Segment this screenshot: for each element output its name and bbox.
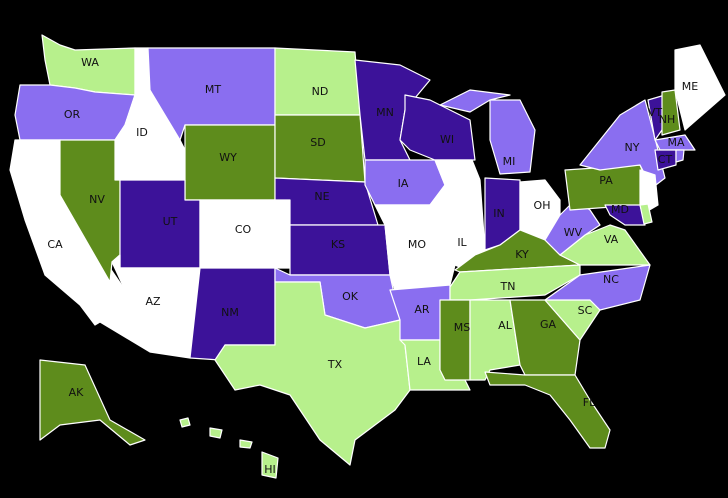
state-shape	[674, 44, 726, 131]
state-label: OH	[534, 199, 551, 212]
state-shape	[99, 254, 201, 359]
state-label: GA	[540, 318, 557, 331]
state-shape	[439, 299, 471, 381]
state-label: AZ	[145, 295, 161, 308]
state-shape	[654, 134, 696, 151]
state-label: CT	[658, 153, 673, 166]
state-label: MA	[667, 136, 684, 149]
state-shape	[274, 47, 361, 116]
state-de	[639, 203, 653, 225]
state-shape	[604, 204, 646, 226]
state-label: MN	[376, 106, 394, 119]
state-label: VA	[604, 233, 619, 246]
state-label: MD	[611, 203, 629, 216]
state-ri	[675, 149, 685, 163]
state-label: MT	[205, 83, 221, 96]
state-shape	[564, 164, 651, 211]
state-label: VT	[648, 106, 663, 119]
state-label: CA	[47, 238, 63, 251]
state-label: IL	[457, 236, 467, 249]
state-label: WV	[564, 226, 583, 239]
state-label: NM	[221, 306, 239, 319]
state-label: MI	[503, 155, 516, 168]
state-label: AK	[69, 386, 85, 399]
state-shape	[654, 149, 677, 171]
state-label: NY	[625, 141, 640, 154]
state-shape	[39, 359, 146, 446]
state-shape	[439, 89, 536, 175]
state-label: AL	[498, 319, 513, 332]
state-shape	[179, 417, 279, 479]
state-label: TN	[500, 280, 516, 293]
state-shape	[544, 199, 601, 256]
state-label: IA	[398, 177, 409, 190]
state-label: LA	[417, 355, 431, 368]
state-label: MS	[454, 321, 470, 334]
state-label: ID	[136, 126, 148, 139]
state-label: ME	[682, 80, 698, 93]
state-shape	[544, 264, 651, 311]
state-label: WI	[440, 133, 454, 146]
state-label: OK	[342, 290, 359, 303]
state-label: MO	[408, 238, 426, 251]
state-label: CO	[235, 223, 252, 236]
state-shape	[661, 89, 681, 136]
state-label: NE	[314, 190, 329, 203]
state-label: OR	[64, 108, 81, 121]
state-label: KS	[331, 238, 345, 251]
state-label: NH	[659, 113, 676, 126]
state-label: WY	[219, 151, 237, 164]
state-label: AR	[414, 303, 430, 316]
state-label: ND	[312, 85, 329, 98]
state-label: SD	[310, 136, 325, 149]
state-nj	[639, 169, 659, 213]
state-shape	[484, 371, 611, 449]
state-label: UT	[163, 215, 178, 228]
state-label: NC	[603, 273, 619, 286]
state-label: KY	[515, 248, 529, 261]
state-label: HI	[264, 463, 276, 476]
state-label: WA	[81, 56, 99, 69]
state-label: SC	[578, 304, 593, 317]
state-label: IN	[493, 207, 504, 220]
state-label: TX	[327, 358, 343, 371]
state-shape	[214, 281, 411, 466]
state-label: FL	[583, 396, 596, 409]
state-label: PA	[599, 174, 613, 187]
state-label: NV	[89, 193, 105, 206]
